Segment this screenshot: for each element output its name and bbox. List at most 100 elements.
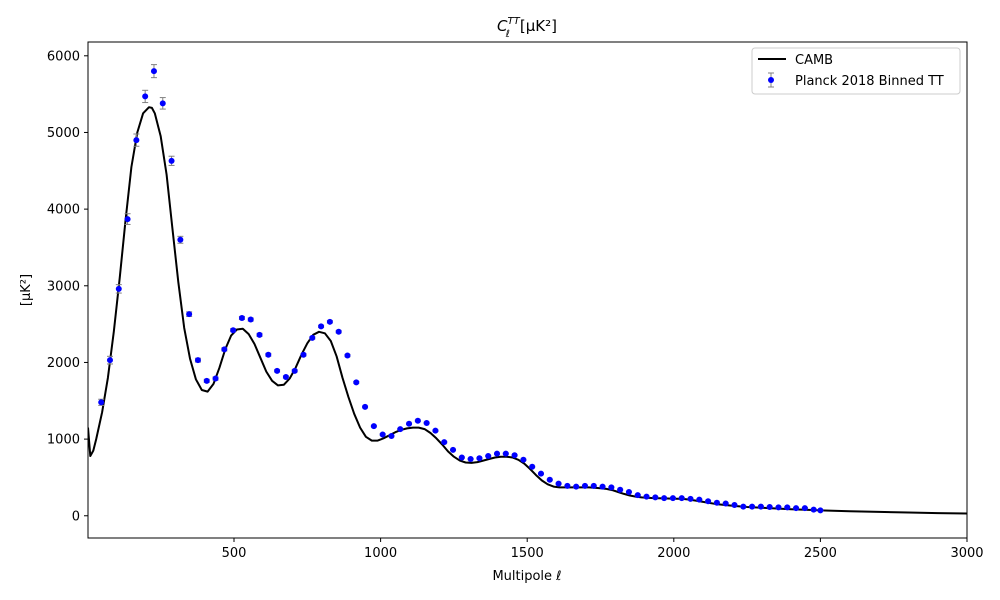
planck-data-point <box>309 334 316 341</box>
planck-data-point <box>722 500 729 507</box>
planck-data-point <box>617 486 624 493</box>
planck-data-point <box>766 503 773 510</box>
planck-data-point <box>432 427 439 434</box>
planck-data-point <box>678 495 685 502</box>
x-tick-label: 2000 <box>657 546 690 561</box>
planck-data-point <box>537 470 544 477</box>
x-axis: 500 1000 1500 2000 2500 3000 <box>222 538 984 561</box>
planck-data-point <box>713 499 720 506</box>
planck-data-point <box>124 216 131 223</box>
plot-area <box>88 64 967 515</box>
planck-data-point <box>168 157 175 164</box>
planck-data-point <box>740 503 747 510</box>
planck-data-point <box>757 503 764 510</box>
planck-data-point <box>274 367 281 374</box>
planck-data-point <box>502 450 509 457</box>
planck-data-point <box>397 426 404 433</box>
legend: CAMB Planck 2018 Binned TT <box>751 47 961 95</box>
planck-data-point <box>150 68 157 75</box>
planck-data-point <box>238 314 245 321</box>
planck-data-point <box>370 423 377 430</box>
planck-data-point <box>784 504 791 511</box>
planck-data-point <box>467 456 474 463</box>
planck-data-point <box>441 439 448 446</box>
planck-data-point <box>555 480 562 487</box>
planck-data-point <box>282 374 289 381</box>
planck-data-point <box>133 137 140 144</box>
planck-data-point <box>106 357 113 364</box>
planck-data-point <box>177 236 184 243</box>
planck-data-point <box>634 492 641 499</box>
chart-title: CTT ℓ [μK²] <box>497 16 557 40</box>
planck-data-point <box>247 316 254 323</box>
planck-data-point <box>142 93 149 100</box>
planck-data-point <box>485 452 492 459</box>
planck-data-point <box>379 431 386 438</box>
planck-data-point <box>388 433 395 440</box>
planck-data-point <box>564 482 571 489</box>
y-tick-label: 4000 <box>47 203 80 218</box>
planck-data-point <box>353 379 360 386</box>
planck-data-point <box>406 420 413 427</box>
planck-data-point <box>590 482 597 489</box>
planck-data-point <box>731 502 738 509</box>
title-subscript: ℓ <box>506 29 510 40</box>
x-tick-label: 1000 <box>364 546 397 561</box>
planck-data-point <box>423 420 430 427</box>
planck-data-point <box>573 483 580 490</box>
planck-data-point <box>318 323 325 330</box>
planck-data-point <box>476 455 483 462</box>
planck-data-point <box>265 351 272 358</box>
planck-data-point <box>529 463 536 470</box>
planck-data-point <box>775 504 782 511</box>
planck-data-point <box>115 285 122 292</box>
y-axis-label: [μK²] <box>19 274 34 306</box>
planck-data-point <box>810 506 817 513</box>
planck-data-point <box>705 498 712 505</box>
y-tick-label: 6000 <box>47 49 80 64</box>
planck-data-point <box>212 375 219 382</box>
planck-data-point <box>643 493 650 500</box>
planck-data-point <box>581 482 588 489</box>
y-tick-label: 2000 <box>47 356 80 371</box>
planck-data-point <box>300 351 307 358</box>
title-units: [μK²] <box>520 17 557 35</box>
legend-box <box>751 47 961 95</box>
x-tick-label: 2500 <box>804 546 837 561</box>
planck-data-point <box>458 454 465 461</box>
planck-data-point <box>98 399 105 406</box>
y-tick-label: 1000 <box>47 433 80 448</box>
planck-data-point <box>256 331 263 338</box>
planck-data-point <box>186 311 193 318</box>
x-axis-label: Multipole ℓ <box>492 569 561 584</box>
planck-data-point <box>749 503 756 510</box>
x-tick-label: 3000 <box>950 546 983 561</box>
planck-data-point <box>230 327 237 334</box>
y-tick-label: 3000 <box>47 279 80 294</box>
planck-data-point <box>817 507 824 514</box>
planck-data-point <box>546 476 553 483</box>
planck-data-point <box>414 417 421 424</box>
planck-data-point <box>203 377 210 384</box>
planck-data-point <box>599 483 606 490</box>
planck-data-point <box>335 328 342 335</box>
planck-data-point <box>326 318 333 325</box>
planck-data-point <box>608 484 615 491</box>
planck-data-point <box>344 352 351 359</box>
x-tick-label: 1500 <box>511 546 544 561</box>
planck-data-point <box>511 452 518 459</box>
planck-data-point <box>669 495 676 502</box>
planck-data-point <box>625 489 632 496</box>
planck-data-point <box>696 496 703 503</box>
y-axis: 0 1000 2000 3000 4000 5000 6000 <box>47 49 88 524</box>
planck-data-point <box>687 495 694 502</box>
y-tick-label: 0 <box>72 509 80 524</box>
title-main: C <box>497 17 508 35</box>
planck-data-point <box>159 100 166 107</box>
x-tick-label: 500 <box>222 546 247 561</box>
planck-data-point <box>450 446 457 453</box>
title-superscript: TT <box>508 16 521 27</box>
planck-data-point <box>291 367 298 374</box>
